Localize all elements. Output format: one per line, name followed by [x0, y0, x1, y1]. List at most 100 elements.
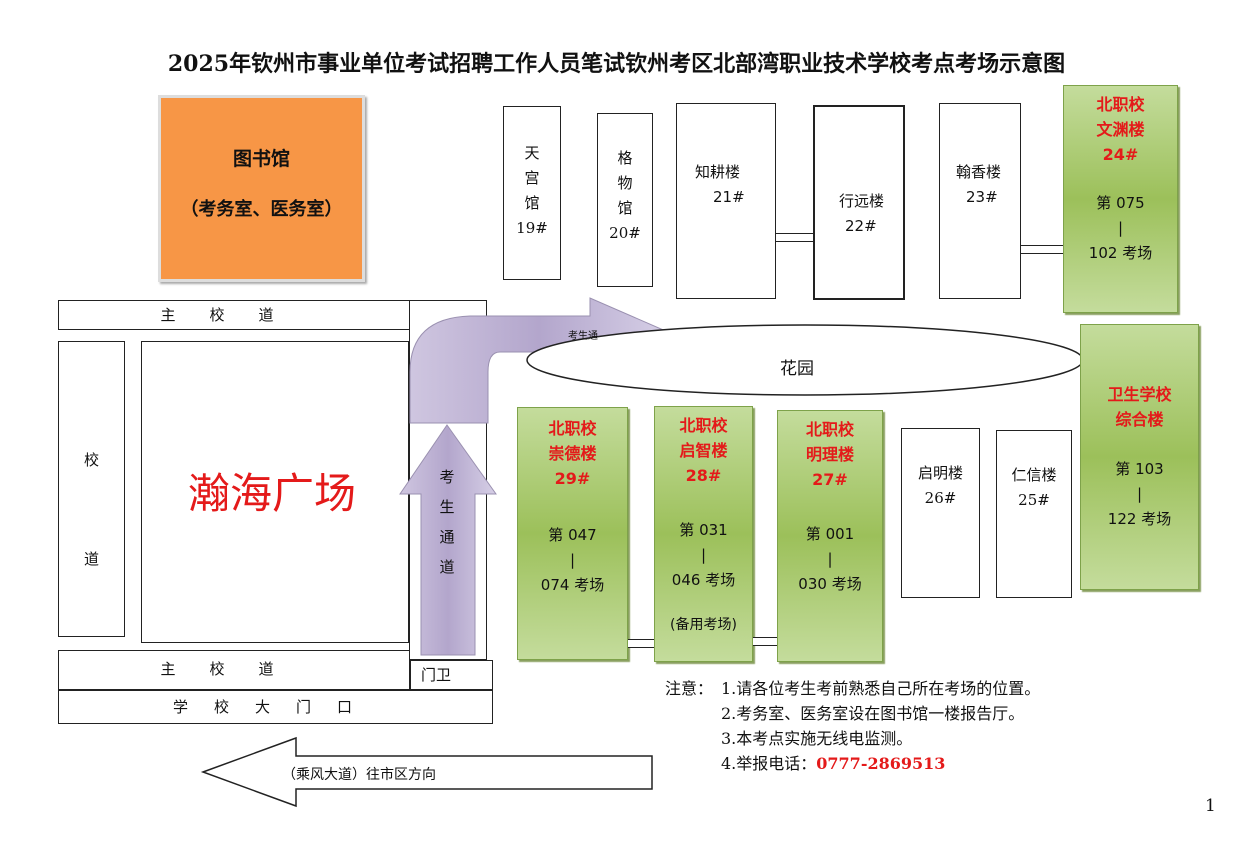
page-number: 1: [1205, 796, 1216, 816]
path-char: 道: [439, 558, 455, 576]
school-gate-label: 学校大门口: [172, 698, 378, 716]
b27-school: 北职校: [805, 420, 854, 439]
building-21: 知耕楼 21#: [676, 103, 776, 299]
side-road-char: 道: [83, 550, 99, 568]
b19-char: 宫: [524, 169, 540, 187]
b20-char: 物: [617, 174, 633, 192]
note-item: 3.本考点实施无线电监测。: [721, 729, 913, 748]
connector: [753, 637, 778, 646]
b19-num: 19#: [516, 219, 548, 237]
connector: [776, 233, 814, 242]
b29-room-from: 第 047: [548, 526, 597, 544]
b29-school: 北职校: [548, 419, 597, 438]
building-20: 格物馆 20#: [597, 113, 653, 287]
b24-num: 24#: [1102, 145, 1139, 164]
b25-num: 25#: [1018, 491, 1050, 509]
b28-room-to: 046 考场: [671, 571, 736, 589]
b29-name: 崇德楼: [548, 444, 597, 463]
b28-school: 北职校: [679, 416, 728, 435]
b21-num: 21#: [713, 188, 745, 206]
plaza: 瀚海广场: [141, 341, 409, 643]
notes-label: 注意：: [665, 679, 714, 698]
hotline-number: 0777-2869513: [816, 754, 946, 773]
health-room-from: 第 103: [1115, 460, 1164, 478]
b26-name: 启明楼: [917, 464, 963, 482]
b25-name: 仁信楼: [1011, 466, 1057, 484]
library-name: 图书馆: [232, 148, 290, 170]
main-road-bottom: 主校道: [58, 650, 410, 690]
b28-sep: |: [700, 546, 707, 564]
vertical-path-label: 考生通道: [432, 462, 462, 582]
b19-char: 馆: [524, 194, 540, 212]
gate-guard: 门卫: [410, 660, 493, 690]
b22-name: 行远楼: [839, 192, 885, 210]
main-road-top: 主校道: [58, 300, 410, 330]
b24-room-to: 102 考场: [1088, 244, 1153, 262]
b22-num: 22#: [845, 217, 877, 235]
building-19: 天宫馆 19#: [503, 106, 561, 280]
curved-path-label: 考生通: [568, 331, 598, 342]
building-24-exam: 北职校 文渊楼 24# 第 075 | 102 考场: [1063, 85, 1178, 313]
b27-room-from: 第 001: [805, 525, 855, 543]
path-char: 生: [439, 498, 455, 516]
health-school-building-exam: 卫生学校 综合楼 第 103 | 122 考场: [1080, 324, 1199, 590]
building-29-exam: 北职校 崇德楼 29# 第 047 | 074 考场: [517, 407, 628, 660]
b28-name: 启智楼: [679, 441, 728, 460]
note-item: 2.考务室、医务室设在图书馆一楼报告厅。: [721, 704, 1025, 723]
b27-sep: |: [827, 550, 833, 568]
b29-sep: |: [569, 551, 576, 569]
plaza-label: 瀚海广场: [188, 469, 357, 518]
health-name2: 综合楼: [1115, 410, 1164, 429]
b27-room-to: 030 考场: [798, 575, 862, 593]
building-25: 仁信楼 25#: [996, 430, 1072, 598]
up-arrow: [399, 424, 497, 656]
b24-name: 文渊楼: [1096, 120, 1145, 139]
b24-room-from: 第 075: [1096, 194, 1145, 212]
main-road-bottom-label: 主校道: [160, 660, 308, 678]
path-char: 考: [439, 468, 455, 486]
page-title: 2025年钦州市事业单位考试招聘工作人员笔试钦州考区北部湾职业技术学校考点考场示…: [167, 51, 1066, 77]
building-27-exam: 北职校 明理楼 27# 第 001 | 030 考场: [777, 410, 883, 662]
b20-char: 格: [617, 149, 633, 167]
b28-room-from: 第 031: [679, 521, 728, 539]
b21-name: 知耕楼: [695, 163, 741, 181]
connector: [1021, 245, 1064, 254]
gate-guard-label: 门卫: [421, 666, 452, 684]
side-road: 校道: [58, 341, 125, 637]
b27-num: 27#: [812, 470, 848, 489]
note-item-hotline: 4.举报电话：0777-2869513: [721, 750, 945, 774]
health-sep: |: [1136, 485, 1143, 503]
path-char: 通: [439, 528, 455, 546]
note-item: 1.请各位考生考前熟悉自己所在考场的位置。: [721, 679, 1041, 698]
b29-room-to: 074 考场: [540, 576, 605, 594]
library-building: 图书馆 （考务室、医务室）: [158, 95, 365, 282]
b20-num: 20#: [609, 224, 641, 242]
b20-char: 馆: [617, 199, 633, 217]
b28-num: 28#: [685, 466, 722, 485]
hotline-label: 4.举报电话：: [721, 754, 817, 773]
b29-num: 29#: [554, 469, 591, 488]
b27-name: 明理楼: [805, 445, 854, 464]
building-26: 启明楼 26#: [901, 428, 980, 598]
garden-label: 花园: [780, 359, 814, 379]
side-road-char: 校: [83, 451, 99, 469]
school-gate: 学校大门口: [58, 690, 493, 724]
building-23: 翰香楼 23#: [939, 103, 1021, 299]
b23-num: 23#: [966, 188, 998, 206]
building-22: 行远楼 22#: [813, 105, 905, 300]
b24-sep: |: [1117, 219, 1124, 237]
curved-arrow: [409, 297, 670, 424]
library-note: （考务室、医务室）: [180, 199, 343, 220]
main-road-top-label: 主校道: [160, 306, 308, 324]
b24-school: 北职校: [1096, 95, 1145, 114]
health-name: 卫生学校: [1107, 385, 1172, 404]
health-room-to: 122 考场: [1107, 510, 1172, 528]
connector: [628, 639, 655, 648]
b26-num: 26#: [924, 489, 957, 507]
b28-backup-note: (备用考场): [670, 617, 737, 633]
direction-label: （乘风大道）往市区方向: [282, 767, 436, 783]
building-28-exam: 北职校 启智楼 28# 第 031 | 046 考场 (备用考场): [654, 406, 753, 662]
b23-name: 翰香楼: [956, 163, 1002, 181]
